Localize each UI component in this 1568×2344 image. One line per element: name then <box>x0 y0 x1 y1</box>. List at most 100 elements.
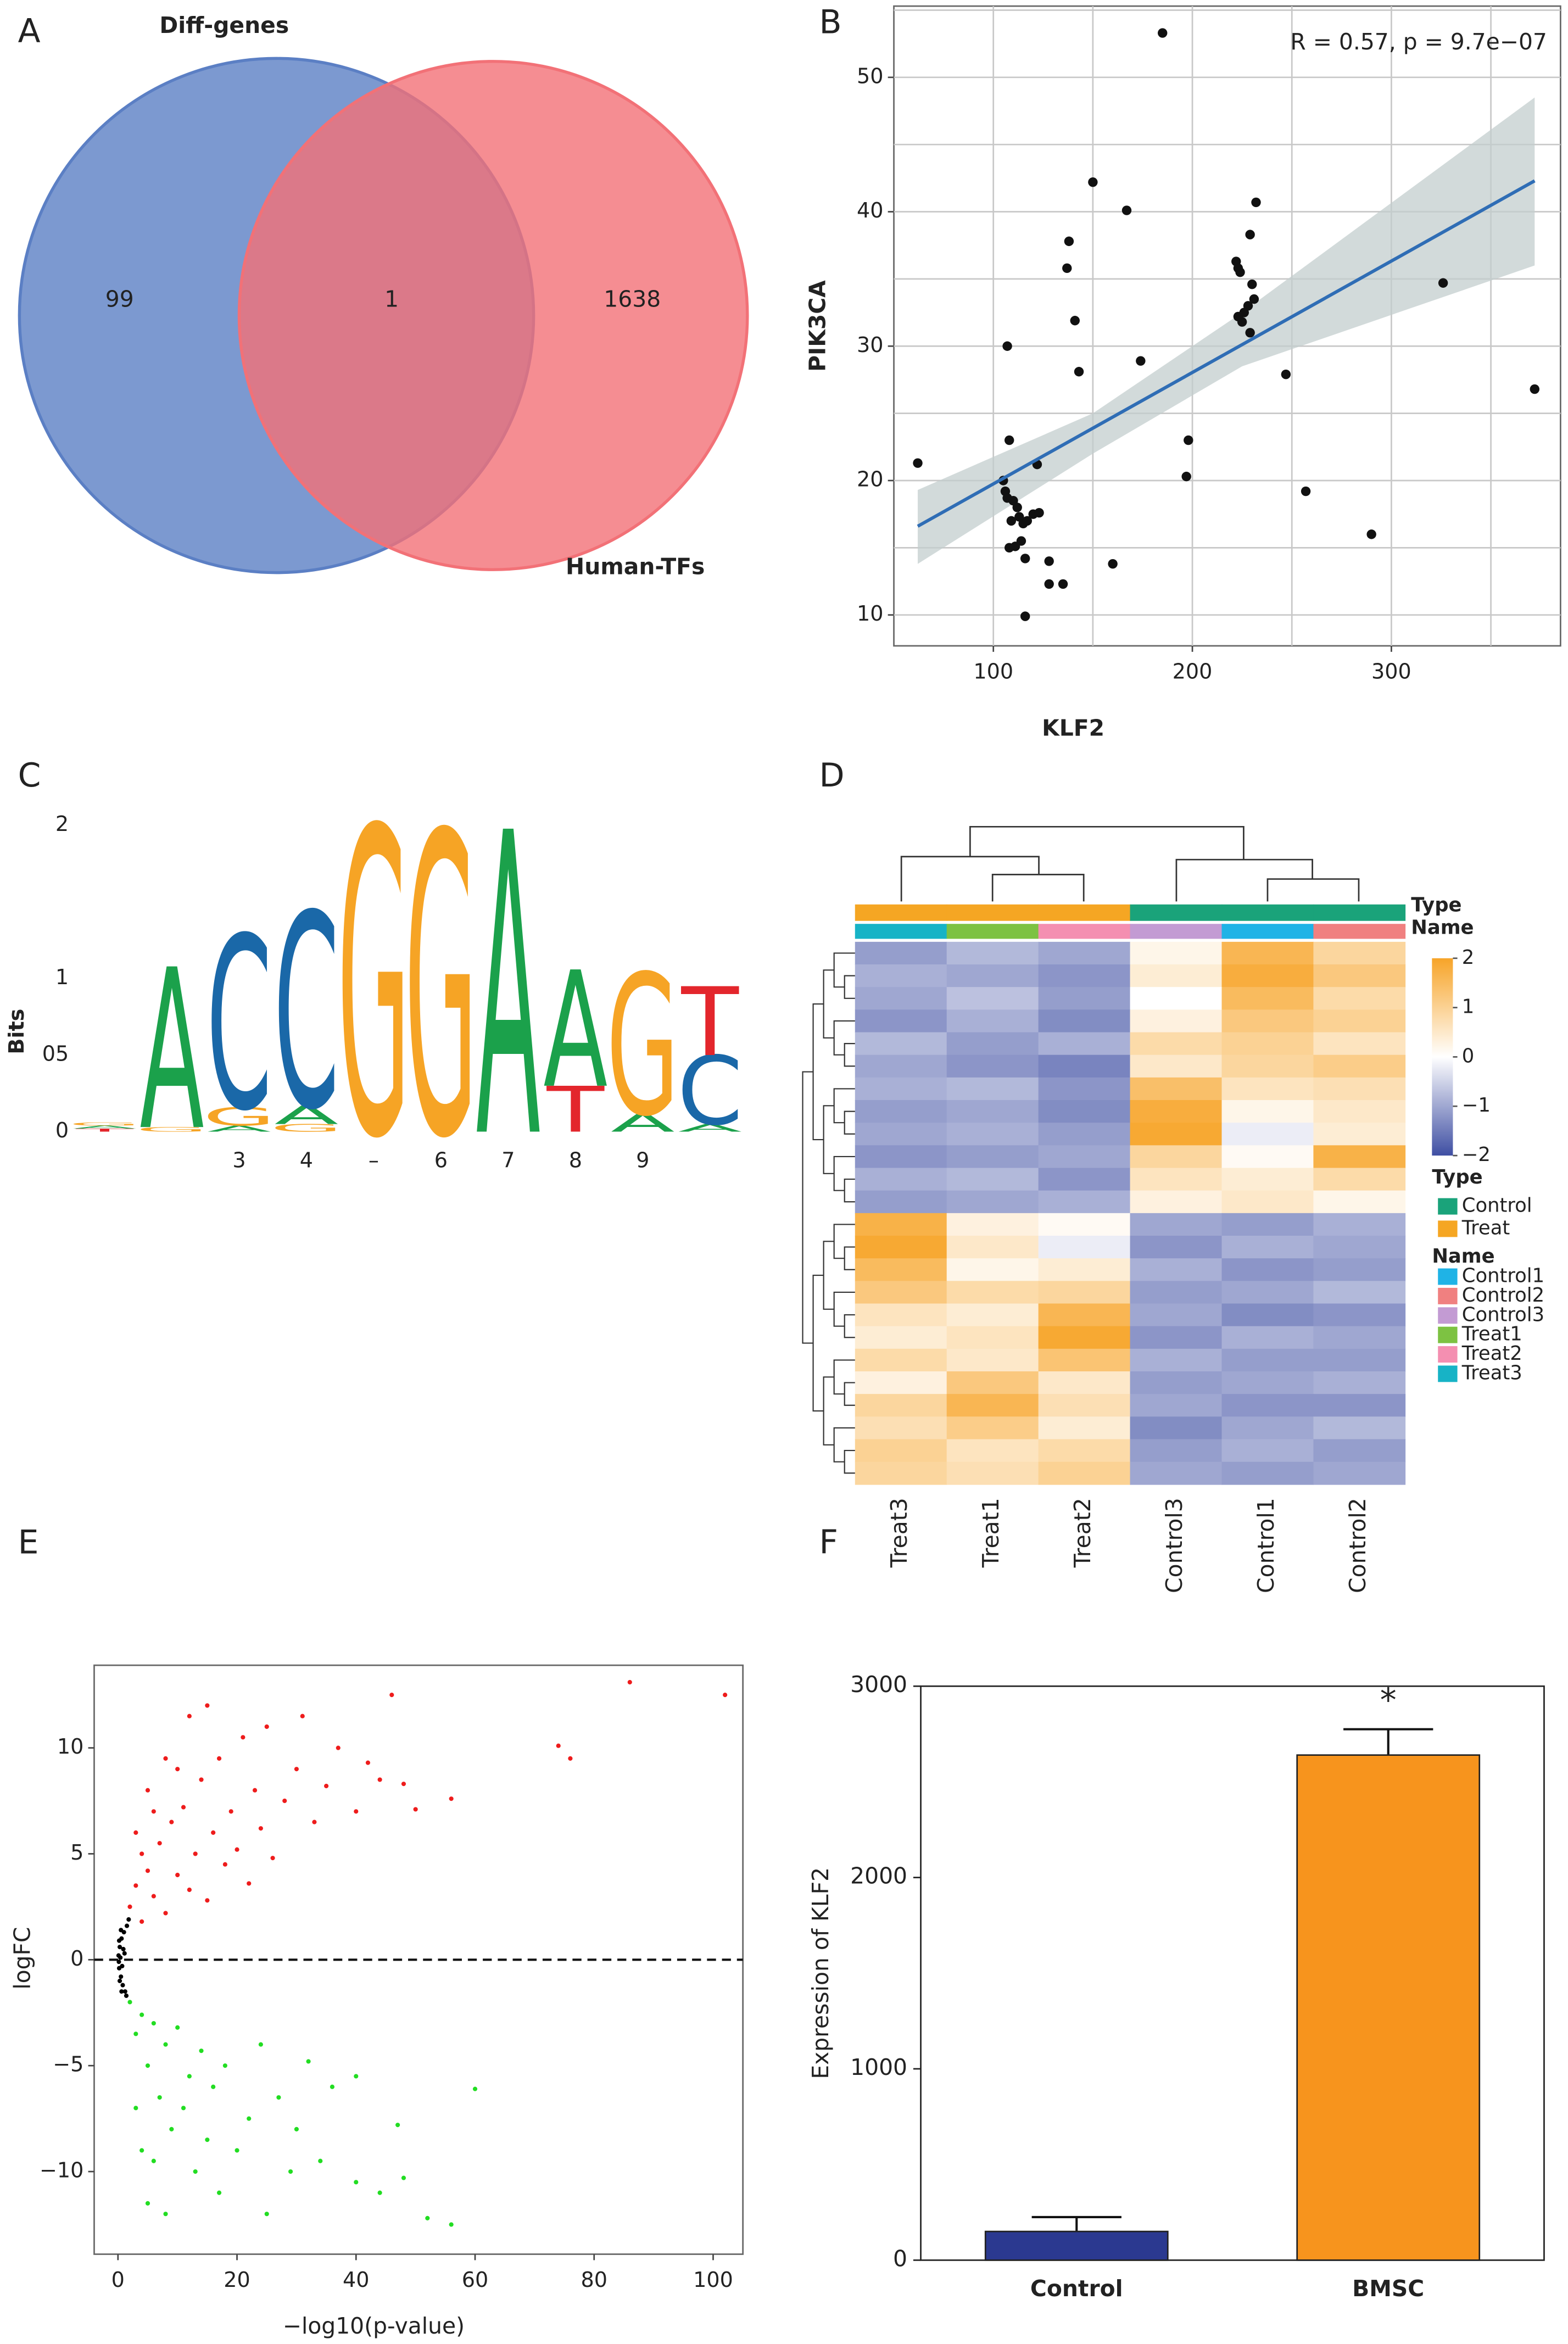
heatmap-cell <box>1130 1236 1223 1259</box>
heatmap-cell <box>1313 1326 1406 1349</box>
venn-count: 1638 <box>604 286 661 312</box>
point <box>401 2175 406 2180</box>
point <box>133 1883 138 1888</box>
point <box>175 2025 180 2030</box>
legend-swatch <box>1438 1198 1458 1215</box>
point <box>294 2127 299 2131</box>
point <box>300 1714 305 1718</box>
point <box>181 2106 186 2111</box>
name-annotation <box>946 924 1039 939</box>
heatmap-cell <box>1038 1461 1131 1485</box>
color-bar-label: −2 <box>1462 1143 1491 1166</box>
heatmap-cell <box>946 941 1039 965</box>
panel-letter: F <box>819 1523 838 1561</box>
row-dendrogram <box>844 1449 855 1474</box>
logo-letter: C <box>677 1037 743 1147</box>
heatmap-cell <box>1038 1077 1131 1101</box>
y-tick-label: 2000 <box>850 1863 907 1889</box>
y-tick-label: 2 <box>55 812 69 836</box>
point <box>627 1679 632 1685</box>
legend-label: Control3 <box>1462 1303 1544 1326</box>
heatmap-cell <box>1313 1077 1406 1101</box>
point <box>449 2222 454 2227</box>
x-tick-label: Control <box>1030 2275 1123 2302</box>
row-dendrogram <box>844 1246 855 1270</box>
heatmap-cell <box>855 964 947 988</box>
point <box>1006 516 1017 526</box>
type-annotation <box>1130 904 1223 921</box>
annotation-label: Type <box>1411 894 1461 917</box>
heatmap-cell <box>855 1032 947 1056</box>
y-tick-label: 1 <box>55 965 69 989</box>
name-annotation <box>1038 924 1131 939</box>
point <box>157 2095 162 2100</box>
heatmap-cell <box>1313 1348 1406 1372</box>
point <box>133 2032 138 2036</box>
point <box>199 1777 204 1782</box>
x-tick-label: 7 <box>501 1148 515 1172</box>
row-dendrogram <box>844 1043 855 1067</box>
heatmap-cell <box>1130 1009 1223 1033</box>
point <box>175 1767 180 1772</box>
heatmap-cell <box>1130 1326 1223 1349</box>
point <box>145 1868 150 1873</box>
point <box>1064 236 1074 247</box>
fit-line <box>917 179 1536 528</box>
row-dendrogram <box>844 1179 855 1203</box>
point <box>127 1904 132 1909</box>
heatmap-cell <box>1038 1009 1131 1033</box>
heatmap-cell <box>1221 1190 1314 1214</box>
heatmap-cell <box>1038 1168 1131 1191</box>
logo-letter: A <box>274 1101 338 1130</box>
heatmap-cell <box>1221 1054 1314 1078</box>
heatmap-cell <box>946 1461 1039 1485</box>
heatmap-cell <box>946 1168 1039 1191</box>
point <box>377 2190 382 2195</box>
heatmap-cell <box>1313 1168 1406 1191</box>
point <box>145 2063 150 2068</box>
heatmap-cell <box>946 1416 1039 1440</box>
x-tick-label: 8 <box>569 1148 582 1172</box>
y-tick-label: 10 <box>57 1734 83 1759</box>
heatmap-cell <box>946 1371 1039 1394</box>
heatmap-cell <box>1221 1077 1314 1101</box>
point <box>119 1974 124 1979</box>
heatmap-cell <box>1038 987 1131 1011</box>
logo-letter: C <box>207 888 272 1163</box>
logo-letter: G <box>68 1121 141 1126</box>
heatmap-cell <box>855 1213 947 1236</box>
x-tick-label: 200 <box>1173 659 1213 683</box>
name-annotation <box>1313 924 1406 939</box>
heatmap-cell <box>1130 1190 1223 1214</box>
point <box>127 2000 132 2005</box>
legend-label: Control2 <box>1462 1284 1544 1307</box>
point <box>449 1796 454 1801</box>
heatmap-cell <box>855 1100 947 1124</box>
name-annotation <box>1130 924 1223 939</box>
heatmap-cell <box>1313 1054 1406 1078</box>
point <box>1249 294 1259 304</box>
heatmap-cell <box>1038 1213 1131 1236</box>
point <box>324 1783 329 1789</box>
point <box>169 1820 174 1824</box>
x-tick-label: 60 <box>462 2268 488 2292</box>
x-axis-label: KLF2 <box>1042 715 1104 741</box>
point <box>139 1851 144 1856</box>
legend-swatch <box>1438 1268 1458 1285</box>
heatmap-cell <box>1221 1032 1314 1056</box>
point <box>258 1826 263 1831</box>
point <box>120 1983 125 1988</box>
heatmap-cell <box>1313 1213 1406 1236</box>
heatmap-cell <box>855 1168 947 1191</box>
row-dendrogram <box>844 1110 855 1135</box>
logo-letter: C <box>274 858 339 1169</box>
heatmap-cell <box>1038 1145 1131 1169</box>
heatmap-cell <box>1130 1032 1223 1056</box>
point <box>193 2169 198 2174</box>
point <box>211 1830 216 1835</box>
point <box>145 1788 150 1793</box>
heatmap-cell <box>946 1100 1039 1124</box>
point <box>199 2049 204 2053</box>
heatmap-cell <box>855 1281 947 1304</box>
x-tick-label: Treat3 <box>886 1498 912 1568</box>
